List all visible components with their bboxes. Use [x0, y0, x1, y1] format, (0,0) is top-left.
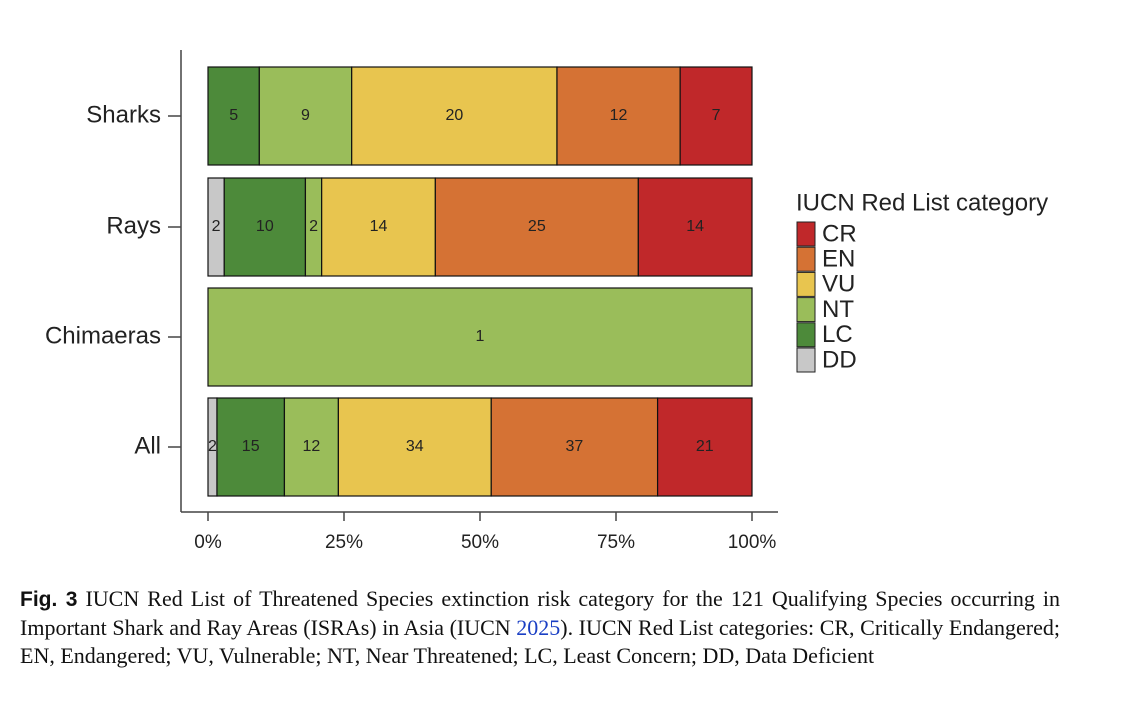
caption: Fig. 3 IUCN Red List of Threatened Speci…	[20, 585, 1060, 670]
caption-link[interactable]: 2025	[516, 615, 561, 640]
data-label: 25	[528, 218, 546, 235]
legend-label: VU	[822, 271, 855, 298]
bar-segment	[337, 397, 492, 497]
data-label: 2	[208, 438, 217, 455]
legend-swatch	[796, 297, 816, 323]
legend-label: CR	[822, 220, 857, 247]
x-tick-label: 50%	[461, 532, 499, 553]
data-label: 20	[445, 107, 463, 124]
bar-segment	[216, 397, 286, 497]
data-label: 10	[256, 218, 274, 235]
caption-text: ). IUCN Red List categories: CR, Critica…	[20, 615, 1060, 668]
legend-swatch	[796, 221, 816, 247]
bar-segment	[321, 177, 436, 277]
bar-segment	[223, 177, 307, 277]
data-label: 12	[610, 107, 628, 124]
bar-segment	[283, 397, 339, 497]
data-label: 15	[242, 438, 260, 455]
x-tick-label: 100%	[728, 532, 777, 553]
legend-swatch	[796, 347, 816, 373]
bar-segment	[679, 66, 753, 166]
y-tick-label: Sharks	[86, 101, 161, 128]
bar-segment	[434, 177, 639, 277]
legend-label: LC	[822, 321, 853, 348]
legend-swatch	[796, 246, 816, 272]
bar-segment	[207, 66, 260, 166]
caption-label: Fig. 3	[20, 588, 78, 611]
bar-segment	[351, 66, 558, 166]
bar-segment	[637, 177, 753, 277]
x-tick-label: 25%	[325, 532, 363, 553]
legend-swatch	[796, 322, 816, 348]
bar-segment	[656, 397, 753, 497]
data-label: 14	[686, 218, 704, 235]
data-label: 7	[712, 107, 721, 124]
data-label: 2	[212, 218, 221, 235]
y-tick-label: Rays	[106, 212, 161, 239]
legend-label: NT	[822, 296, 854, 323]
caption-text: IUCN Red List of Threatened Species exti…	[20, 586, 1061, 640]
y-tick-label: All	[134, 432, 161, 459]
data-label: 12	[303, 438, 321, 455]
data-label: 5	[229, 107, 238, 124]
legend-swatch	[796, 271, 816, 297]
x-tick-label: 0%	[194, 532, 222, 553]
data-label: 34	[406, 438, 424, 455]
bar-segment	[490, 397, 659, 497]
legend-label: EN	[822, 246, 855, 273]
bar-segment	[258, 66, 353, 166]
data-label: 14	[370, 218, 388, 235]
chart: IUCN Red List category 0% 25% 50% 75% 100% Sh…	[45, 50, 1048, 553]
bar-segment	[207, 287, 753, 387]
legend-title: IUCN Red List category	[796, 189, 1048, 216]
data-label: 9	[301, 107, 310, 124]
x-tick-label: 75%	[597, 532, 635, 553]
legend-label: DD	[822, 346, 857, 373]
data-label: 21	[696, 438, 714, 455]
data-label: 37	[566, 438, 584, 455]
y-tick-label: Chimaeras	[45, 322, 161, 349]
data-label: 2	[309, 218, 318, 235]
data-label: 1	[476, 328, 485, 345]
